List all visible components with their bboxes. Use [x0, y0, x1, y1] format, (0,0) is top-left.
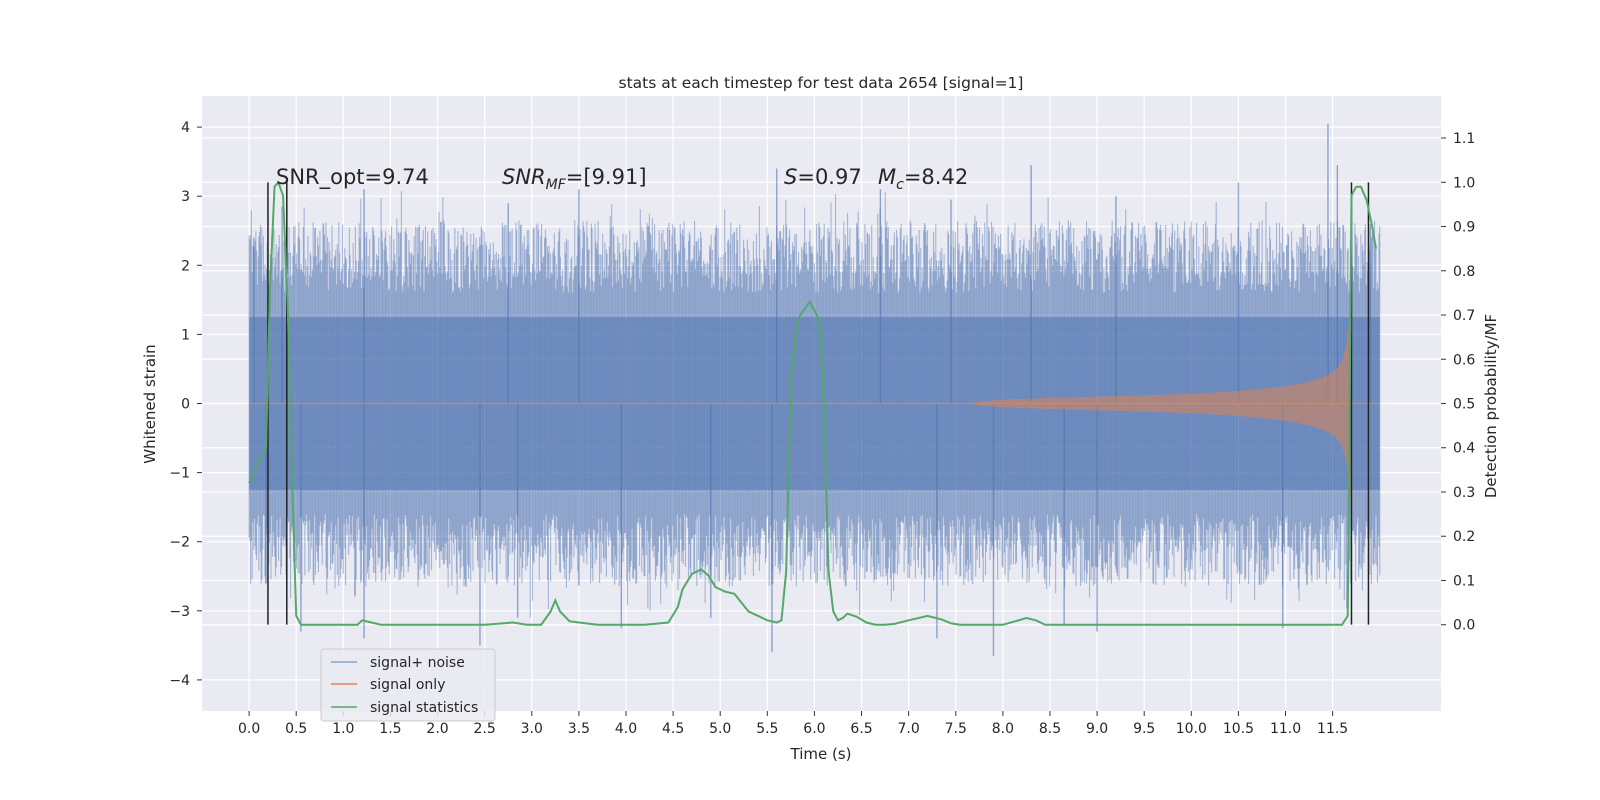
y2-tick-label: 0.8: [1453, 264, 1475, 280]
y2-tick-label: 1.0: [1453, 175, 1475, 191]
snr-mf-value: =[9.91]: [566, 165, 647, 189]
x-tick-label: 8.0: [992, 721, 1014, 737]
y2-tick-label: 0.3: [1453, 485, 1475, 501]
x-tick-label: 9.5: [1133, 721, 1155, 737]
y2-tick-label: 0.6: [1453, 352, 1475, 368]
y-tick-label: −4: [169, 673, 190, 689]
mc-sub: c: [896, 177, 904, 193]
y-tick-label: 0: [181, 397, 190, 413]
x-tick-label: 1.5: [379, 721, 401, 737]
x-tick-label: 10.0: [1176, 721, 1207, 737]
x-tick-label: 3.0: [521, 721, 543, 737]
x-tick-label: 10.5: [1223, 721, 1254, 737]
x-tick-label: 4.5: [662, 721, 684, 737]
snr-mf-main: SNR: [502, 165, 546, 189]
mc-value: =8.42: [904, 165, 968, 189]
y-tick-label: 1: [181, 327, 190, 343]
y2-tick-label: 0.5: [1453, 397, 1475, 413]
x-tick-label: 6.0: [803, 721, 825, 737]
x-tick-label: 11.0: [1270, 721, 1301, 737]
y-axis-ticks: 4 3 2 1 0 −1 −2 −3 −4: [169, 120, 202, 689]
s-value: =0.97: [797, 165, 861, 189]
y-tick-label: −3: [169, 604, 190, 620]
x-tick-label: 3.5: [568, 721, 590, 737]
x-tick-label: 8.5: [1039, 721, 1061, 737]
y-tick-label: 3: [181, 189, 190, 205]
annotation-snr-opt: SNR_opt=9.74: [276, 165, 429, 190]
y-axis-label: Whitened strain: [141, 344, 159, 463]
legend-label-noise: signal+ noise: [370, 655, 465, 671]
series-signal-statistics: [248, 180, 1377, 626]
x-tick-label: 1.0: [332, 721, 354, 737]
x-tick-label: 11.5: [1317, 721, 1348, 737]
y2-tick-label: 0.7: [1453, 308, 1475, 324]
y-tick-label: 2: [181, 258, 190, 274]
snr-mf-sub: MF: [546, 177, 567, 193]
x-tick-label: 7.0: [898, 721, 920, 737]
y-tick-label: −1: [169, 466, 190, 482]
y2-axis-ticks: 1.1 1.0 0.9 0.8 0.7 0.6 0.5 0.4 0.3 0.2 0.1 0.0: [1441, 131, 1475, 634]
legend-label-stats: signal statistics: [370, 700, 478, 716]
stats-line: [248, 180, 1377, 626]
annotation-mc: Mc=8.42: [878, 165, 968, 193]
y-tick-label: 4: [181, 120, 190, 136]
x-tick-label: 0.0: [238, 721, 260, 737]
series-signal-only: [249, 292, 1380, 515]
annotation-snr-mf: SNRMF=[9.91]: [502, 165, 647, 193]
x-axis-label: Time (s): [790, 745, 852, 763]
legend-label-signal: signal only: [370, 677, 445, 693]
y2-tick-label: 0.4: [1453, 441, 1475, 457]
x-tick-label: 2.0: [426, 721, 448, 737]
y2-tick-label: 1.1: [1453, 131, 1475, 147]
y2-tick-label: 0.1: [1453, 573, 1475, 589]
y-tick-label: −2: [169, 535, 190, 551]
s-main: S: [784, 165, 797, 189]
y2-tick-label: 0.2: [1453, 529, 1475, 545]
mc-main: M: [878, 165, 896, 189]
x-tick-label: 2.5: [474, 721, 496, 737]
y2-tick-label: 0.9: [1453, 220, 1475, 236]
annotation-s: S=0.97: [784, 165, 862, 189]
x-tick-label: 4.0: [615, 721, 637, 737]
x-axis-ticks: 0.0 0.5 1.0 1.5 2.0 2.5 3.0 3.5 4.0 4.5 5.0 5.5 6.0 6…: [238, 711, 1348, 737]
y2-tick-label: 0.0: [1453, 618, 1475, 634]
y2-axis-label: Detection probability/MF: [1482, 314, 1500, 498]
x-tick-label: 5.0: [709, 721, 731, 737]
chart-title: stats at each timestep for test data 265…: [619, 74, 1024, 92]
x-tick-label: 7.5: [945, 721, 967, 737]
x-tick-label: 5.5: [756, 721, 778, 737]
legend-box: [320, 648, 496, 722]
x-tick-label: 6.5: [850, 721, 872, 737]
x-tick-label: 0.5: [285, 721, 307, 737]
x-tick-label: 9.0: [1086, 721, 1108, 737]
legend: signal+ noise signal only signal statist…: [320, 648, 496, 722]
